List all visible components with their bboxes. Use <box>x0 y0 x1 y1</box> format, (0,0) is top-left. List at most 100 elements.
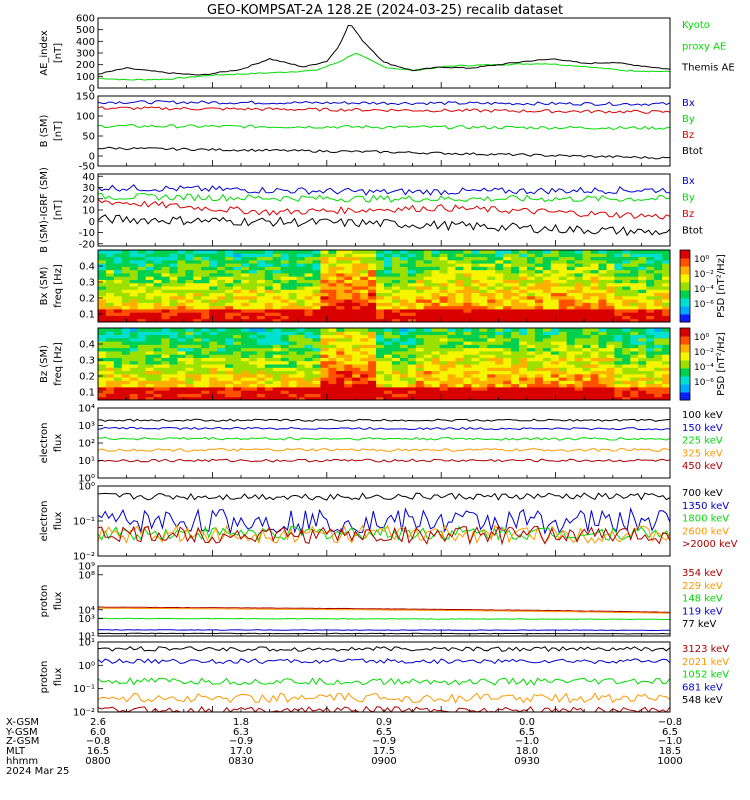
heatmap-cell <box>574 292 584 297</box>
heatmap-cell <box>241 292 250 297</box>
heatmap-cell <box>376 269 385 274</box>
heatmap-cell <box>598 282 607 287</box>
heatmap-cell <box>527 305 536 310</box>
heatmap-cell <box>169 360 178 365</box>
heatmap-cell <box>129 341 139 345</box>
heatmap-cell <box>98 299 107 303</box>
heatmap-cell <box>471 266 480 271</box>
heatmap-cell <box>121 315 131 320</box>
heatmap-cell <box>662 396 671 401</box>
heatmap-cell <box>328 380 337 385</box>
heatmap-cell <box>606 360 615 365</box>
heatmap-cell <box>542 305 552 310</box>
heatmap-cell <box>511 380 520 385</box>
heatmap-cell <box>312 344 321 349</box>
heatmap-cell <box>98 315 107 320</box>
heatmap-cell <box>177 318 186 323</box>
heatmap-cell <box>153 263 163 267</box>
heatmap-cell <box>527 266 536 271</box>
heatmap-cell <box>471 299 480 303</box>
heatmap-cell <box>145 259 155 264</box>
heatmap-cell <box>638 282 647 287</box>
series-line <box>98 418 671 422</box>
heatmap-cell <box>662 259 671 264</box>
heatmap-cell <box>217 302 226 307</box>
heatmap-cell <box>225 357 234 362</box>
heatmap-cell <box>654 318 663 323</box>
heatmap-cell <box>423 383 433 388</box>
heatmap-cell <box>336 269 345 274</box>
heatmap-cell <box>511 253 520 258</box>
heatmap-cell <box>622 269 631 274</box>
heatmap-cell <box>439 282 449 287</box>
y-axis-label: AE_index <box>39 30 50 76</box>
heatmap-cell <box>304 350 313 355</box>
heatmap-cell <box>177 357 186 362</box>
heatmap-cell <box>264 337 274 342</box>
heatmap-cell <box>233 299 242 303</box>
heatmap-cell <box>495 308 504 313</box>
heatmap-cell <box>503 360 512 365</box>
heatmap-cell <box>296 393 306 398</box>
heatmap-cell <box>328 386 337 391</box>
heatmap-cell <box>582 347 592 352</box>
heatmap-cell <box>463 253 472 258</box>
heatmap-cell <box>105 393 115 398</box>
heatmap-cell <box>399 354 409 358</box>
heatmap-cell <box>384 266 393 271</box>
heatmap-cell <box>487 370 496 375</box>
heatmap-cell <box>614 266 623 271</box>
heatmap-cell <box>304 295 313 300</box>
heatmap-cell <box>630 354 639 358</box>
heatmap-cell <box>407 286 417 290</box>
heatmap-cell <box>137 334 147 339</box>
heatmap-cell <box>654 250 663 254</box>
heatmap-cell <box>566 360 576 365</box>
heatmap-cell <box>352 396 361 401</box>
heatmap-cell <box>352 364 361 368</box>
heatmap-cell <box>455 312 464 316</box>
heatmap-cell <box>264 312 274 316</box>
heatmap-cell <box>391 357 401 362</box>
heatmap-cell <box>360 253 369 258</box>
heatmap-cell <box>264 295 274 300</box>
heatmap-cell <box>431 259 441 264</box>
time-axis-value: 2.6 <box>90 717 106 728</box>
heatmap-cell <box>495 315 504 320</box>
y-axis-label: Bx (SM) <box>39 267 50 306</box>
heatmap-cell <box>455 272 464 277</box>
colorbar-swatch <box>680 266 690 275</box>
heatmap-cell <box>423 272 433 277</box>
heatmap-cell <box>646 386 655 391</box>
heatmap-cell <box>503 344 512 349</box>
heatmap-cell <box>415 259 425 264</box>
heatmap-cell <box>630 383 639 388</box>
heatmap-cell <box>487 279 496 284</box>
heatmap-cell <box>177 373 186 378</box>
heatmap-cell <box>304 393 313 398</box>
heatmap-cell <box>431 341 441 345</box>
heatmap-cell <box>527 331 536 336</box>
heatmap-cell <box>638 276 647 280</box>
heatmap-cell <box>463 380 472 385</box>
heatmap-cell <box>98 282 107 287</box>
heatmap-cell <box>296 318 306 323</box>
heatmap-cell <box>574 289 584 294</box>
heatmap-cell <box>217 308 226 313</box>
time-axis-value: 0830 <box>228 756 253 767</box>
heatmap-cell <box>336 328 345 332</box>
heatmap-cell <box>296 259 306 264</box>
heatmap-cell <box>447 390 456 394</box>
heatmap-cell <box>169 341 178 345</box>
heatmap-cell <box>336 292 345 297</box>
heatmap-cell <box>201 383 210 388</box>
heatmap-cell <box>137 305 147 310</box>
heatmap-cell <box>105 279 115 284</box>
heatmap-cell <box>296 253 306 258</box>
heatmap-cell <box>288 380 298 385</box>
heatmap-cell <box>296 315 306 320</box>
heatmap-cell <box>463 295 472 300</box>
heatmap-cell <box>574 380 584 385</box>
heatmap-cell <box>566 305 576 310</box>
heatmap-cell <box>193 315 202 320</box>
